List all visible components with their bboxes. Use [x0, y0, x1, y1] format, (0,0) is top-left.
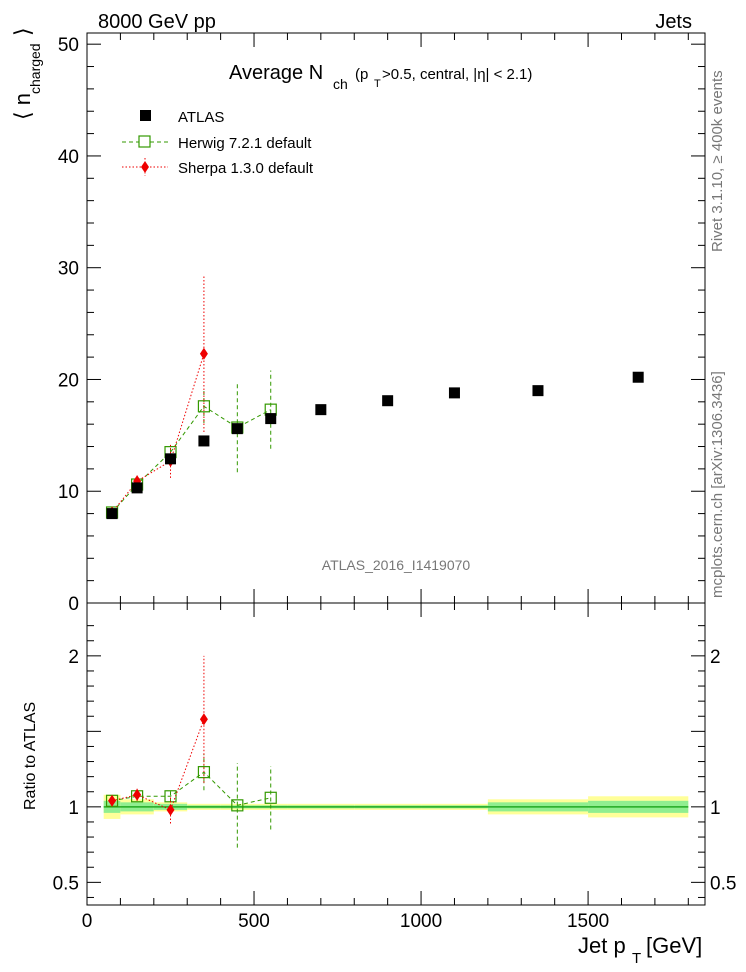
ratio-ytick-label: 0.5 [53, 873, 79, 894]
ratio-ytick-label: 1 [68, 798, 79, 819]
ratio-frame [86, 602, 706, 906]
y-axis-label-main: ⟨ n charged ⟩ [10, 27, 43, 120]
main-title: Average N ch (p T >0.5, central, |η| < 2… [229, 62, 532, 92]
atlas-point [106, 508, 118, 520]
legend-marker-sherpa [141, 161, 149, 173]
legend: ATLAS Herwig 7.2.1 default Sherpa 1.3.0 … [122, 109, 314, 177]
analysis-watermark: ATLAS_2016_I1419070 [322, 557, 471, 573]
ratio-ytick-label-right: 1 [710, 798, 721, 819]
x-label-sub: T [632, 950, 641, 967]
xtick-label: 1000 [400, 911, 442, 932]
y-axis-label-ratio: Ratio to ATLAS [22, 702, 39, 810]
category-label: Jets [655, 11, 692, 33]
xtick-label: 0 [82, 911, 93, 932]
title-rest-sub: T [374, 78, 381, 90]
sherpa-line [111, 353, 205, 513]
x-label-unit: [GeV] [646, 933, 702, 958]
herwig-ratio-point [197, 766, 211, 779]
energy-label: 8000 GeV pp [98, 11, 216, 33]
main-ytick-label: 20 [58, 370, 79, 391]
y-label-sub: charged [27, 43, 43, 94]
main-ytick-label: 10 [58, 482, 79, 503]
x-axis-label: Jet p T [GeV] [578, 933, 702, 967]
sherpa-ratio-point [108, 794, 117, 807]
title-tail: >0.5, central, |η| < 2.1) [382, 66, 532, 83]
atlas-point [131, 482, 143, 494]
atlas-point [265, 413, 277, 425]
main-ytick-label: 30 [58, 259, 79, 280]
atlas-point [532, 385, 544, 397]
xtick-label: 500 [238, 911, 270, 932]
sherpa-ratio-point [199, 713, 208, 726]
atlas-point [382, 395, 394, 407]
main-plot-area: 0 10 20 30 40 50 [58, 32, 706, 615]
y-label-n: ⟨ n [10, 93, 35, 120]
legend-marker-atlas [140, 110, 151, 121]
title-sub: ch [333, 76, 348, 92]
herwig-ratio-line [111, 771, 271, 806]
main-ytick-label: 50 [58, 35, 79, 56]
main-ytick-label: 40 [58, 147, 79, 168]
ratio-plot-area: 0 500 1000 1500 0.5 0.5 1 1 2 2 [53, 602, 736, 932]
ratio-ytick-label-right: 0.5 [710, 873, 736, 894]
x-label-main: Jet p [578, 933, 626, 958]
title-rest: (p [355, 66, 368, 83]
legend-label-atlas: ATLAS [178, 109, 224, 126]
atlas-point [448, 387, 460, 399]
legend-label-herwig: Herwig 7.2.1 default [178, 135, 312, 152]
herwig-line [111, 405, 271, 513]
ratio-ytick-label-right: 2 [710, 647, 721, 668]
ratio-ytick-label: 2 [68, 647, 79, 668]
sherpa-ratio-point [166, 803, 175, 816]
rivet-label: Rivet 3.1.10, ≥ 400k events [709, 70, 726, 252]
xtick-label: 1500 [567, 911, 609, 932]
herwig-ratio-point [264, 791, 277, 804]
legend-marker-herwig [138, 135, 151, 148]
herwig-point [197, 400, 211, 413]
sherpa-point [199, 347, 208, 360]
y-label-close: ⟩ [10, 27, 35, 36]
sherpa-ratio-point [133, 788, 142, 801]
sherpa-ratio-line [111, 719, 205, 811]
atlas-point [231, 423, 243, 435]
main-ytick-label: 0 [68, 594, 79, 615]
atlas-point [315, 404, 327, 416]
atlas-point [198, 435, 210, 447]
atlas-point [165, 453, 177, 465]
mcplots-label: mcplots.cern.ch [arXiv:1306.3436] [709, 371, 726, 598]
title-main: Average N [229, 62, 323, 84]
atlas-point [632, 371, 644, 383]
legend-label-sherpa: Sherpa 1.3.0 default [178, 160, 314, 177]
herwig-ratio-point [231, 799, 244, 812]
